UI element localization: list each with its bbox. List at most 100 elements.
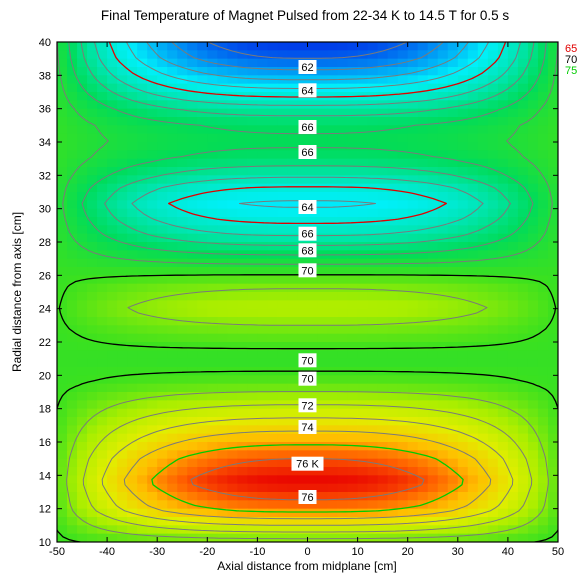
heatmap-cell <box>547 242 558 251</box>
heatmap-cell <box>277 442 289 451</box>
heatmap-cell <box>447 350 459 360</box>
heatmap-cell <box>447 167 459 176</box>
heatmap-cell <box>127 442 138 451</box>
heatmap-cell <box>357 283 369 293</box>
heatmap-cell <box>227 492 238 501</box>
heatmap-cell <box>527 417 539 426</box>
heatmap-cell <box>527 58 539 68</box>
heatmap-cell <box>197 350 208 360</box>
heatmap-cell <box>157 508 168 518</box>
heatmap-cell <box>417 383 429 393</box>
heatmap-cell <box>177 200 188 210</box>
heatmap-cell <box>207 400 218 410</box>
heatmap-cell <box>77 183 88 193</box>
heatmap-cell <box>337 258 349 268</box>
heatmap-cell <box>137 500 148 510</box>
heatmap-cell <box>197 133 208 143</box>
heatmap-cell <box>357 275 369 285</box>
heatmap-cell <box>487 317 499 326</box>
heatmap-cell <box>87 308 98 318</box>
y-tick-label: 10 <box>39 537 51 549</box>
x-axis-ticks: -50 -40 -30 -20 -10 0 10 20 30 40 50 <box>49 42 564 558</box>
heatmap-cell <box>357 392 369 401</box>
heatmap-cell <box>537 183 549 193</box>
heatmap-cell <box>307 325 319 335</box>
heatmap-cell <box>417 158 429 168</box>
heatmap-cell <box>357 492 369 501</box>
heatmap-cell <box>487 467 499 476</box>
heatmap-cell <box>327 350 339 360</box>
heatmap-cell <box>347 325 359 335</box>
heatmap-cell <box>67 167 78 176</box>
heatmap-cell <box>447 200 459 210</box>
heatmap-cell <box>147 425 158 435</box>
heatmap-cell <box>87 367 98 376</box>
heatmap-cell <box>387 433 399 443</box>
heatmap-cell <box>177 283 188 293</box>
heatmap-cell <box>137 383 148 393</box>
heatmap-cell <box>377 342 389 351</box>
heatmap-cell <box>487 375 499 385</box>
heatmap-cell <box>367 275 379 285</box>
heatmap-cell <box>437 375 449 385</box>
heatmap-cell <box>337 317 349 326</box>
heatmap-cell <box>257 408 269 418</box>
heatmap-cell <box>387 200 399 210</box>
y-axis-label: Radial distance from axis [cm] <box>10 212 24 372</box>
heatmap-cell <box>317 325 329 335</box>
heatmap-cell <box>287 517 299 526</box>
heatmap-cell <box>537 50 549 60</box>
heatmap-cell <box>127 225 138 235</box>
heatmap-cell <box>107 358 118 368</box>
heatmap-cell <box>377 225 389 235</box>
heatmap-cell <box>87 408 98 418</box>
heatmap-cell <box>397 375 409 385</box>
heatmap-cell <box>437 475 449 485</box>
heatmap-cell <box>107 483 118 493</box>
heatmap-cell <box>157 158 168 168</box>
heatmap-cell <box>467 108 479 118</box>
heatmap-cell <box>167 325 178 335</box>
heatmap-cell <box>117 500 128 510</box>
heatmap-cell <box>467 117 479 126</box>
heatmap-cell <box>377 142 389 151</box>
heatmap-cell <box>247 375 258 385</box>
heatmap-cell <box>387 158 399 168</box>
heatmap-cell <box>467 425 479 435</box>
contour-label: 64 <box>301 202 313 214</box>
heatmap-cell <box>157 467 168 476</box>
heatmap-cell <box>97 117 108 126</box>
heatmap-cell <box>347 142 359 151</box>
heatmap-cell <box>457 317 469 326</box>
heatmap-cell <box>197 383 208 393</box>
heatmap-cell <box>537 292 549 301</box>
heatmap-cell <box>517 442 529 451</box>
heatmap-cell <box>367 483 379 493</box>
heatmap-cell <box>57 367 68 376</box>
heatmap-cell <box>547 400 558 410</box>
heatmap-cell <box>257 525 269 535</box>
heatmap-cell <box>267 150 279 160</box>
heatmap-cell <box>467 267 479 276</box>
heatmap-cell <box>257 308 269 318</box>
heatmap-cell <box>407 83 419 93</box>
heatmap-cell <box>327 383 339 393</box>
heatmap-cell <box>237 267 248 276</box>
heatmap-cell <box>467 392 479 401</box>
heatmap-cell <box>537 125 549 135</box>
heatmap-cell <box>347 50 359 60</box>
heatmap-cell <box>477 342 489 351</box>
heatmap-cell <box>417 392 429 401</box>
heatmap-cell <box>347 58 359 68</box>
heatmap-cell <box>527 183 539 193</box>
heatmap-cell <box>397 442 409 451</box>
heatmap-cell <box>357 342 369 351</box>
heatmap-cell <box>527 433 539 443</box>
heatmap-cell <box>167 292 178 301</box>
heatmap-cell <box>457 117 469 126</box>
heatmap-cell <box>67 342 78 351</box>
heatmap-cell <box>547 350 558 360</box>
heatmap-cell <box>477 492 489 501</box>
heatmap-cell <box>527 342 539 351</box>
heatmap-cell <box>427 375 439 385</box>
